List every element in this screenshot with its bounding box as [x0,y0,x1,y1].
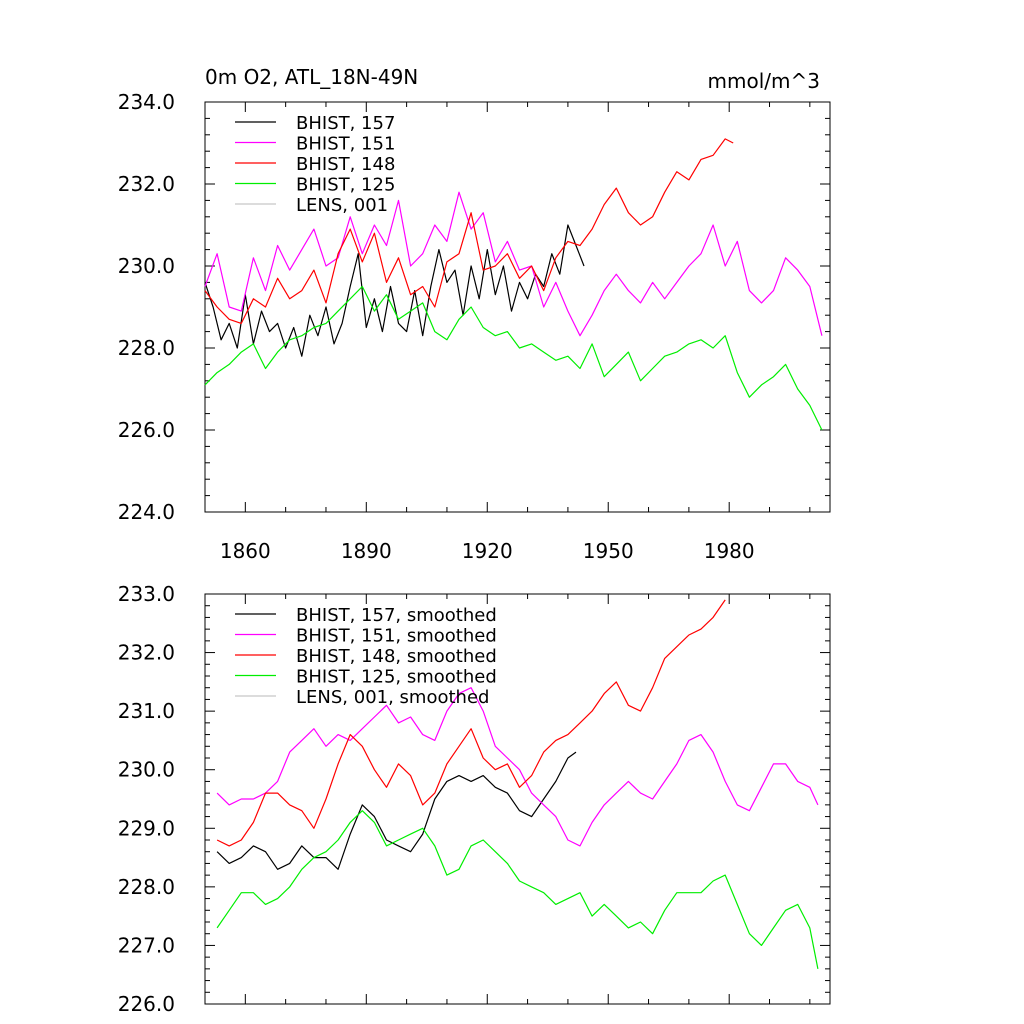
y-tick-label: 226.0 [118,418,175,442]
y-tick-label: 230.0 [118,254,175,278]
y-tick-label: 227.0 [118,933,175,957]
units-label: mmol/m^3 [708,69,820,93]
legend-label: LENS, 001 [296,195,388,216]
bottom-chart-panel: 226.0 227.0 228.0 229.0 230.0 231.0 232.0 233.0… [118,582,831,1016]
x-tick-label: 1890 [341,539,392,563]
legend-label: BHIST, 125, smoothed [296,667,497,688]
y-tick-label: 233.0 [118,582,175,606]
legend-label: LENS, 001, smoothed [296,687,489,708]
top-chart-panel: 224.0 226.0 228.0 230.0 232.0 234.0 1860 1890 19… [118,65,831,563]
y-tick-label: 229.0 [118,816,175,840]
legend-label: BHIST, 148, smoothed [296,646,497,667]
x-tick-label: 1920 [462,539,513,563]
legend-label: BHIST, 157 [296,113,395,134]
legend-label: BHIST, 157, smoothed [296,605,497,626]
y-tick-label: 226.0 [118,992,175,1016]
series-line-bhist-151 [204,191,823,337]
series-line-bhist-157 [204,224,585,357]
series-line-bhist-125 [204,285,823,431]
series-line-bhist-151-smoothed [216,687,819,847]
y-tick-label: 231.0 [118,699,175,723]
series-line-bhist-148-smoothed [216,599,726,847]
plot-frame [204,593,831,1005]
x-tick-label: 1980 [704,539,755,563]
y-tick-label: 230.0 [118,758,175,782]
chart-title: 0m O2, ATL_18N-49N [205,65,418,89]
y-tick-label: 232.0 [118,172,175,196]
series-line-bhist-125-smoothed [216,810,819,970]
legend-label: BHIST, 148 [296,154,395,175]
legend-label: BHIST, 151 [296,134,395,155]
series-line-bhist-157-smoothed [216,751,577,870]
y-tick-label: 228.0 [118,336,175,360]
x-tick-label: 1950 [583,539,634,563]
y-tick-label: 232.0 [118,641,175,665]
plot-frame [204,101,831,513]
y-tick-label: 234.0 [118,90,175,114]
legend-label: BHIST, 151, smoothed [296,626,497,647]
y-tick-label: 228.0 [118,875,175,899]
x-tick-label: 1860 [220,539,271,563]
series-line-bhist-148 [204,138,734,324]
legend-label: BHIST, 125 [296,175,395,196]
y-tick-label: 224.0 [118,500,175,524]
